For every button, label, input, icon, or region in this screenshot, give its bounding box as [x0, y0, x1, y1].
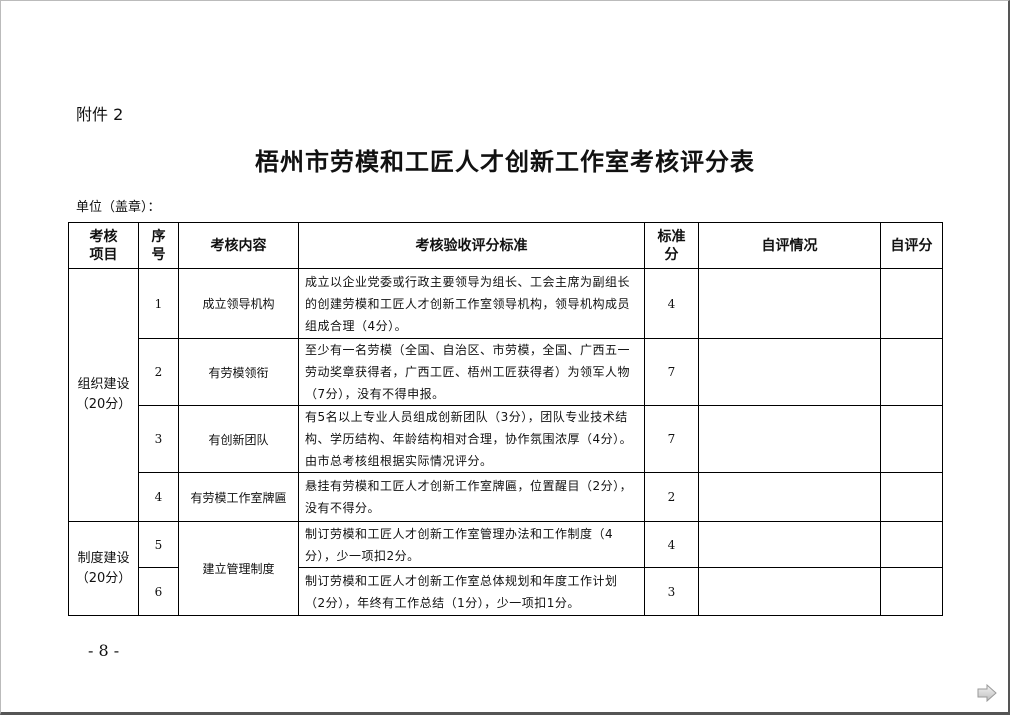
self-score-cell[interactable]	[880, 268, 943, 339]
page-number: - 8 -	[88, 641, 120, 660]
group-cell: 制度建设 （20分）	[68, 521, 139, 616]
standard-cell: 有5名以上专业人员组成创新团队（3分），团队专业技术结构、学历结构、年龄结构相对…	[298, 405, 645, 473]
self-eval-cell[interactable]	[698, 405, 881, 473]
score-cell: 3	[644, 567, 699, 616]
score-cell: 4	[644, 268, 699, 339]
standard-cell: 制订劳模和工匠人才创新工作室总体规划和年度工作计划（2分），年终有工作总结（1分…	[298, 567, 645, 616]
table-row: 6 制订劳模和工匠人才创新工作室总体规划和年度工作计划（2分），年终有工作总结（…	[69, 567, 943, 616]
self-score-cell[interactable]	[880, 472, 943, 522]
content-cell: 有劳模领衔	[178, 338, 299, 406]
header-category: 考核 项目	[68, 222, 139, 269]
group-cell: 组织建设 （20分）	[68, 268, 139, 522]
seq-cell: 3	[138, 405, 179, 473]
self-eval-cell[interactable]	[698, 521, 881, 568]
self-score-cell[interactable]	[880, 405, 943, 473]
seq-cell: 2	[138, 338, 179, 406]
header-content: 考核内容	[178, 222, 299, 269]
seq-cell: 4	[138, 472, 179, 522]
attachment-label: 附件 2	[76, 105, 124, 124]
table-row: 制度建设 （20分） 5 建立管理制度 制订劳模和工匠人才创新工作室管理办法和工作…	[68, 521, 943, 616]
self-eval-cell[interactable]	[698, 472, 881, 522]
header-self-score: 自评分	[880, 222, 943, 269]
score-cell: 4	[644, 521, 699, 568]
self-score-cell[interactable]	[880, 338, 943, 406]
standard-cell: 成立以企业党委或行政主要领导为组长、工会主席为副组长的创建劳模和工匠人才创新工作…	[298, 268, 645, 339]
score-table: 考核 项目 序号 考核内容 考核验收评分标准 标准分 自评情况 自评分 组织建设（…	[68, 222, 943, 616]
seq-cell: 5	[138, 521, 179, 568]
unit-label: 单位（盖章）：	[76, 200, 161, 215]
self-eval-cell[interactable]	[698, 268, 881, 339]
score-cell: 7	[644, 338, 699, 406]
standard-cell: 悬挂有劳模和工匠人才创新工作室牌匾，位置醒目（2分），没有不得分。	[298, 472, 645, 522]
table-row: 组织建设 （20分） 1 成立领导机构 成立以企业党委或行政主要领导为组长、工会主…	[68, 268, 943, 522]
table-header: 考核 项目 序号 考核内容 考核验收评分标准 标准分 自评情况 自评分	[68, 222, 943, 269]
content-cell: 建立管理制度	[178, 521, 299, 616]
self-eval-cell[interactable]	[698, 567, 881, 616]
header-self-eval: 自评情况	[698, 222, 881, 269]
standard-cell: 至少有一名劳模（全国、自治区、市劳模，全国、广西五一劳动奖章获得者，广西工匠、梧…	[298, 338, 645, 406]
header-score: 标准分	[644, 222, 699, 269]
standard-cell: 制订劳模和工匠人才创新工作室管理办法和工作制度（4分），少一项扣2分。	[298, 521, 645, 568]
table-row: 4 有劳模工作室牌匾 悬挂有劳模和工匠人才创新工作室牌匾，位置醒目（2分），没有…	[69, 472, 943, 522]
score-cell: 7	[644, 405, 699, 473]
content-cell: 有创新团队	[178, 405, 299, 473]
content-cell: 成立领导机构	[178, 268, 299, 339]
table-row: 3 有创新团队 有5名以上专业人员组成创新团队（3分），团队专业技术结构、学历结…	[69, 405, 943, 473]
self-score-cell[interactable]	[880, 521, 943, 568]
page-title: 梧州市劳模和工匠人才创新工作室考核评分表	[255, 147, 755, 176]
arrow-right-icon[interactable]	[977, 683, 997, 706]
self-score-cell[interactable]	[880, 567, 943, 616]
content-cell: 有劳模工作室牌匾	[178, 472, 299, 522]
seq-cell: 6	[138, 567, 179, 616]
self-eval-cell[interactable]	[698, 338, 881, 406]
header-seq: 序号	[138, 222, 179, 269]
score-cell: 2	[644, 472, 699, 522]
header-standard: 考核验收评分标准	[298, 222, 645, 269]
seq-cell: 1	[138, 268, 179, 339]
table-row: 2 有劳模领衔 至少有一名劳模（全国、自治区、市劳模，全国、广西五一劳动奖章获得…	[69, 338, 943, 406]
